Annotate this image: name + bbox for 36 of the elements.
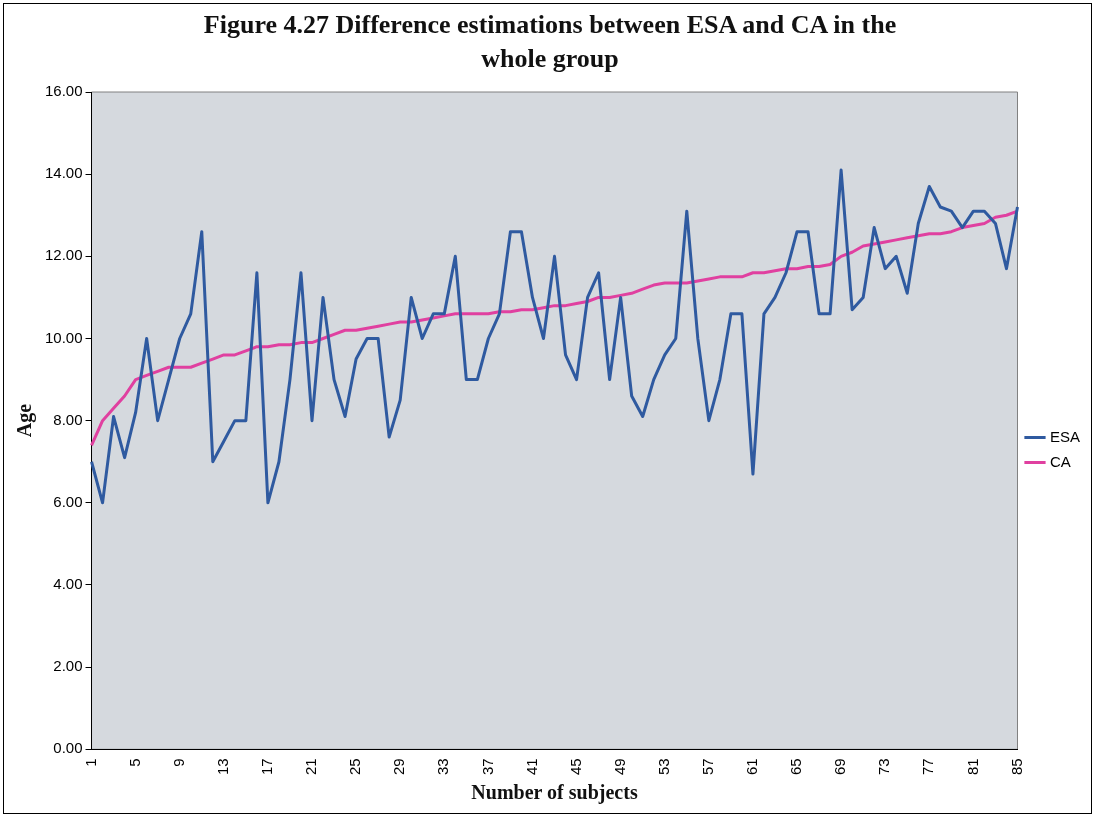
chart-title: Figure 4.27 Difference estimations between ESA and CA in the whole group <box>202 9 898 75</box>
x-tick-label: 85 <box>1007 758 1025 775</box>
y-axis-title: Age <box>13 403 37 438</box>
x-tick-label: 49 <box>610 758 628 775</box>
x-tick-label: 5 <box>125 758 143 767</box>
y-tick-label: 12.00 <box>44 246 83 264</box>
x-tick-label: 9 <box>169 758 187 767</box>
y-tick-label: 4.00 <box>53 575 83 593</box>
x-tick-label: 53 <box>654 758 672 775</box>
x-tick-label: 1 <box>81 758 99 767</box>
x-tick-label: 61 <box>743 758 761 775</box>
y-tick-label: 2.00 <box>53 657 83 675</box>
x-tick-label: 29 <box>390 758 408 775</box>
y-tick-label: 16.00 <box>44 82 83 100</box>
y-tick-label: 0.00 <box>53 739 83 757</box>
x-tick-label: 21 <box>302 758 320 775</box>
x-tick-label: 25 <box>346 758 364 775</box>
y-tick-label: 10.00 <box>44 328 83 346</box>
x-tick-label: 37 <box>478 758 496 775</box>
x-tick-label: 45 <box>566 758 584 775</box>
x-tick-label: 13 <box>213 758 231 775</box>
x-tick-label: 77 <box>919 758 937 775</box>
legend-label: ESA <box>1049 427 1080 445</box>
x-tick-label: 41 <box>522 758 540 775</box>
x-tick-label: 81 <box>963 758 981 775</box>
x-tick-label: 17 <box>258 758 276 775</box>
x-axis-title: Number of subjects <box>471 781 638 805</box>
y-tick-label: 6.00 <box>53 492 83 510</box>
x-tick-label: 57 <box>698 758 716 775</box>
x-tick-label: 33 <box>434 758 452 775</box>
y-tick-label: 14.00 <box>44 164 83 182</box>
y-tick-label: 8.00 <box>53 410 83 428</box>
legend-label: CA <box>1049 452 1071 470</box>
x-tick-label: 65 <box>787 758 805 775</box>
x-tick-label: 73 <box>875 758 893 775</box>
x-tick-label: 69 <box>831 758 849 775</box>
